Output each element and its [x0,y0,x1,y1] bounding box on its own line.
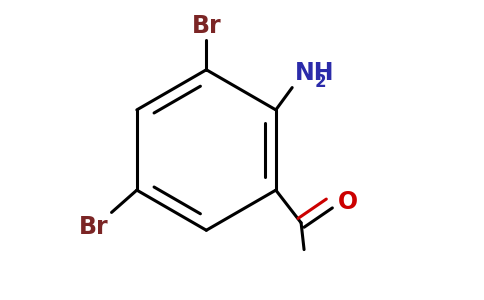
Text: Br: Br [79,215,108,239]
Text: O: O [338,190,358,214]
Text: Br: Br [192,14,221,38]
Text: 2: 2 [315,73,326,91]
Text: NH: NH [295,61,334,85]
